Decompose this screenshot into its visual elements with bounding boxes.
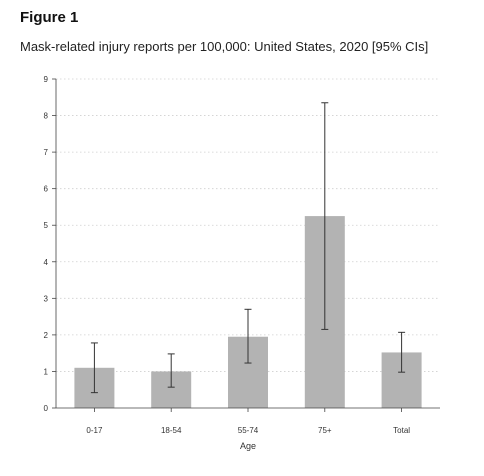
- x-tick-label: 0-17: [86, 426, 103, 435]
- y-tick-label: 5: [44, 221, 49, 230]
- x-tick-label: Total: [393, 426, 410, 435]
- axes: 0 1 2 3 4 5 6 7 8 9 0-17 18-54 55-74 75+ Total: [44, 75, 440, 435]
- x-tick-label: 55-74: [238, 426, 259, 435]
- y-tick-label: 3: [44, 294, 49, 303]
- y-tick-label: 9: [44, 75, 49, 84]
- y-tick-label: 7: [44, 148, 49, 157]
- y-tick-label: 4: [44, 258, 49, 267]
- grid-lines: [56, 78, 440, 372]
- figure-label: Figure 1: [20, 9, 79, 26]
- error-bars: [90, 102, 406, 394]
- y-tick-label: 2: [44, 331, 49, 340]
- x-tick-label: 18-54: [161, 426, 182, 435]
- x-tick-label: 75+: [318, 426, 332, 435]
- chart-title: Mask-related injury reports per 100,000:…: [20, 39, 429, 54]
- y-tick-label: 0: [44, 404, 49, 413]
- x-axis-title: Age: [240, 441, 256, 451]
- y-tick-label: 6: [44, 185, 49, 194]
- y-tick-label: 1: [44, 367, 49, 376]
- y-tick-label: 8: [44, 112, 49, 121]
